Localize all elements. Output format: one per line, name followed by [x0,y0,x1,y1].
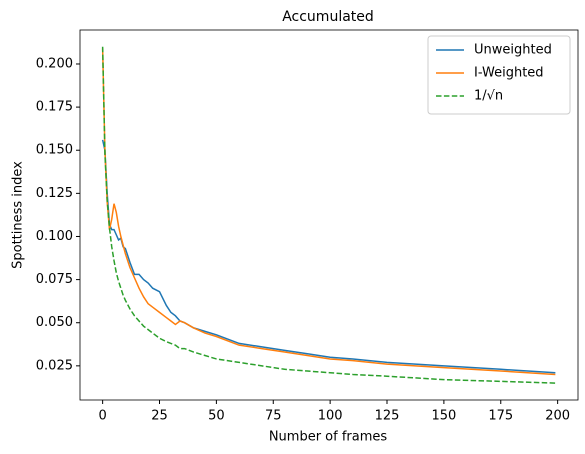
y-tick-label: 0.075 [36,272,73,287]
x-tick-label: 150 [431,409,456,424]
x-tick-label: 50 [208,409,225,424]
legend-label: Unweighted [474,43,552,58]
y-tick-label: 0.050 [36,315,73,330]
plot-frame [79,29,579,401]
x-tick-label: 125 [375,409,400,424]
y-tick-label: 0.150 [36,143,73,158]
series-line [101,46,556,384]
y-tick-label: 0.125 [36,186,73,201]
x-axis-label: Number of frames [269,430,388,445]
x-tick-label: 25 [151,409,168,424]
legend-label: I-Weighted [474,66,544,81]
y-tick-label: 0.175 [36,100,73,115]
x-tick-label: 0 [98,409,106,424]
series-line [101,48,556,376]
series-line [101,139,556,374]
x-tick-label: 100 [318,409,343,424]
legend-box [427,35,571,115]
x-tick-label: 75 [265,409,282,424]
chart-title: Accumulated [282,9,374,25]
x-tick-label: 200 [545,409,570,424]
x-tick-label: 175 [488,409,513,424]
y-tick-label: 0.100 [36,229,73,244]
y-tick-label: 0.025 [36,358,73,373]
y-tick-label: 0.200 [36,56,73,71]
legend-label: 1/√n [474,89,503,104]
y-axis-label: Spottiness index [11,161,26,269]
